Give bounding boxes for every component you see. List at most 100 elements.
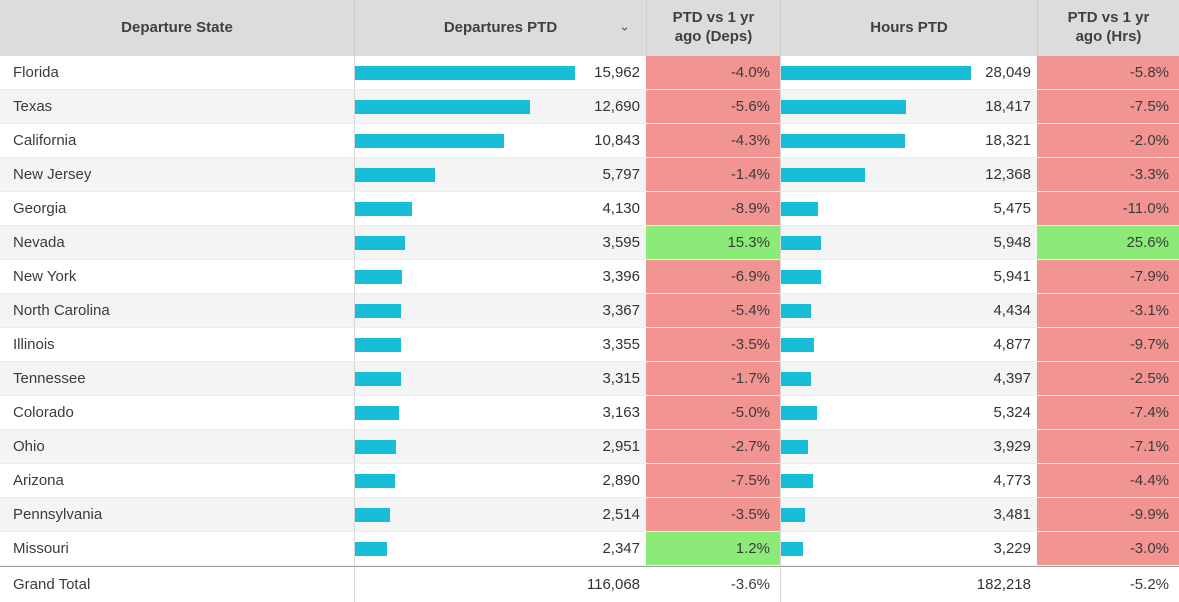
departures-cell[interactable]: 5,797: [354, 158, 646, 191]
hours-cell[interactable]: 4,434: [780, 294, 1037, 327]
hours-value: 4,877: [993, 336, 1031, 353]
table-row[interactable]: Georgia 4,130 -8.9% 5,475 -11.0%: [0, 192, 1179, 226]
table-row[interactable]: Nevada 3,595 15.3% 5,948 25.6%: [0, 226, 1179, 260]
hours-cell[interactable]: 18,321: [780, 124, 1037, 157]
departures-cell[interactable]: 2,951: [354, 430, 646, 463]
departures-value: 3,315: [602, 370, 640, 387]
departures-cell[interactable]: 3,163: [354, 396, 646, 429]
hours-cell[interactable]: 28,049: [780, 56, 1037, 89]
departures-cell[interactable]: 2,514: [354, 498, 646, 531]
departures-cell[interactable]: 2,347: [354, 532, 646, 565]
table-row[interactable]: California 10,843 -4.3% 18,321 -2.0%: [0, 124, 1179, 158]
grand-total-departures-cell: 116,068: [354, 567, 646, 602]
header-departure-state-label: Departure State: [121, 18, 233, 36]
header-ptd-vs-1yr-deps[interactable]: PTD vs 1 yr ago (Deps): [646, 0, 780, 56]
table-row[interactable]: Ohio 2,951 -2.7% 3,929 -7.1%: [0, 430, 1179, 464]
hours-cell[interactable]: 4,397: [780, 362, 1037, 395]
departures-cell[interactable]: 3,367: [354, 294, 646, 327]
hours-bar: [781, 541, 803, 556]
departures-value: 12,690: [594, 98, 640, 115]
hours-value: 3,929: [993, 438, 1031, 455]
table-row[interactable]: Illinois 3,355 -3.5% 4,877 -9.7%: [0, 328, 1179, 362]
table-body: Florida 15,962 -4.0% 28,049 -5.8% Texas …: [0, 56, 1179, 566]
header-hours-ptd[interactable]: Hours PTD: [780, 0, 1037, 56]
departures-bar: [355, 235, 405, 250]
hours-bar: [781, 473, 814, 488]
departures-cell[interactable]: 4,130: [354, 192, 646, 225]
header-departure-state[interactable]: Departure State: [0, 0, 354, 56]
hours-value: 28,049: [985, 64, 1031, 81]
departures-bar: [355, 303, 402, 318]
grand-total-hours-value: 182,218: [976, 576, 1031, 593]
departures-value: 3,367: [602, 302, 640, 319]
departures-bar: [355, 473, 395, 488]
departures-cell[interactable]: 15,962: [354, 56, 646, 89]
hours-cell[interactable]: 3,229: [780, 532, 1037, 565]
hrs-change-cell: -7.4%: [1037, 396, 1179, 429]
hours-cell[interactable]: 3,481: [780, 498, 1037, 531]
hrs-change-cell: -9.7%: [1037, 328, 1179, 361]
grand-total-row: Grand Total 116,068 -3.6% 182,218 -5.2%: [0, 566, 1179, 602]
state-label: Illinois: [0, 328, 354, 361]
chevron-down-icon[interactable]: ⌄: [619, 18, 630, 34]
hours-bar: [781, 269, 822, 284]
departures-bar: [355, 99, 530, 114]
header-departures-ptd[interactable]: Departures PTD ⌄: [354, 0, 646, 56]
deps-change-cell: 15.3%: [646, 226, 780, 259]
departures-value: 2,890: [602, 472, 640, 489]
header-departures-ptd-label: Departures PTD: [443, 18, 558, 36]
table-row[interactable]: Arizona 2,890 -7.5% 4,773 -4.4%: [0, 464, 1179, 498]
hrs-change-cell: -7.5%: [1037, 90, 1179, 123]
header-hours-ptd-label: Hours PTD: [870, 18, 948, 36]
hours-cell[interactable]: 4,773: [780, 464, 1037, 497]
hours-cell[interactable]: 12,368: [780, 158, 1037, 191]
table-header-row: Departure State Departures PTD ⌄ PTD vs …: [0, 0, 1179, 56]
table-row[interactable]: Texas 12,690 -5.6% 18,417 -7.5%: [0, 90, 1179, 124]
table-row[interactable]: Pennsylvania 2,514 -3.5% 3,481 -9.9%: [0, 498, 1179, 532]
deps-change-cell: -2.7%: [646, 430, 780, 463]
state-label: New York: [0, 260, 354, 293]
state-label: Florida: [0, 56, 354, 89]
departures-cell[interactable]: 12,690: [354, 90, 646, 123]
departures-cell[interactable]: 3,315: [354, 362, 646, 395]
departures-cell[interactable]: 3,355: [354, 328, 646, 361]
hours-bar: [781, 371, 811, 386]
state-label: Colorado: [0, 396, 354, 429]
hrs-change-cell: -3.1%: [1037, 294, 1179, 327]
hours-value: 12,368: [985, 166, 1031, 183]
departures-cell[interactable]: 3,396: [354, 260, 646, 293]
deps-change-cell: -4.0%: [646, 56, 780, 89]
table-row[interactable]: Tennessee 3,315 -1.7% 4,397 -2.5%: [0, 362, 1179, 396]
hours-cell[interactable]: 5,475: [780, 192, 1037, 225]
departures-value: 2,347: [602, 540, 640, 557]
departures-cell[interactable]: 2,890: [354, 464, 646, 497]
table-row[interactable]: New Jersey 5,797 -1.4% 12,368 -3.3%: [0, 158, 1179, 192]
hours-cell[interactable]: 18,417: [780, 90, 1037, 123]
hours-bar: [781, 65, 971, 80]
deps-change-cell: -8.9%: [646, 192, 780, 225]
hours-value: 18,321: [985, 132, 1031, 149]
hrs-change-cell: -9.9%: [1037, 498, 1179, 531]
departures-value: 5,797: [602, 166, 640, 183]
hours-cell[interactable]: 3,929: [780, 430, 1037, 463]
table-row[interactable]: Florida 15,962 -4.0% 28,049 -5.8%: [0, 56, 1179, 90]
departures-bar: [355, 337, 402, 352]
table-row[interactable]: North Carolina 3,367 -5.4% 4,434 -3.1%: [0, 294, 1179, 328]
departures-cell[interactable]: 10,843: [354, 124, 646, 157]
hours-bar: [781, 167, 865, 182]
departures-bar: [355, 371, 401, 386]
hours-cell[interactable]: 5,941: [780, 260, 1037, 293]
hours-cell[interactable]: 4,877: [780, 328, 1037, 361]
hours-cell[interactable]: 5,324: [780, 396, 1037, 429]
table-row[interactable]: New York 3,396 -6.9% 5,941 -7.9%: [0, 260, 1179, 294]
hours-cell[interactable]: 5,948: [780, 226, 1037, 259]
grand-total-hrs-change-cell: -5.2%: [1037, 567, 1179, 602]
hours-bar: [781, 405, 818, 420]
header-ptd-vs-1yr-hrs[interactable]: PTD vs 1 yr ago (Hrs): [1037, 0, 1179, 56]
departures-cell[interactable]: 3,595: [354, 226, 646, 259]
table-row[interactable]: Missouri 2,347 1.2% 3,229 -3.0%: [0, 532, 1179, 566]
table-row[interactable]: Colorado 3,163 -5.0% 5,324 -7.4%: [0, 396, 1179, 430]
hours-bar: [781, 133, 906, 148]
state-label: North Carolina: [0, 294, 354, 327]
